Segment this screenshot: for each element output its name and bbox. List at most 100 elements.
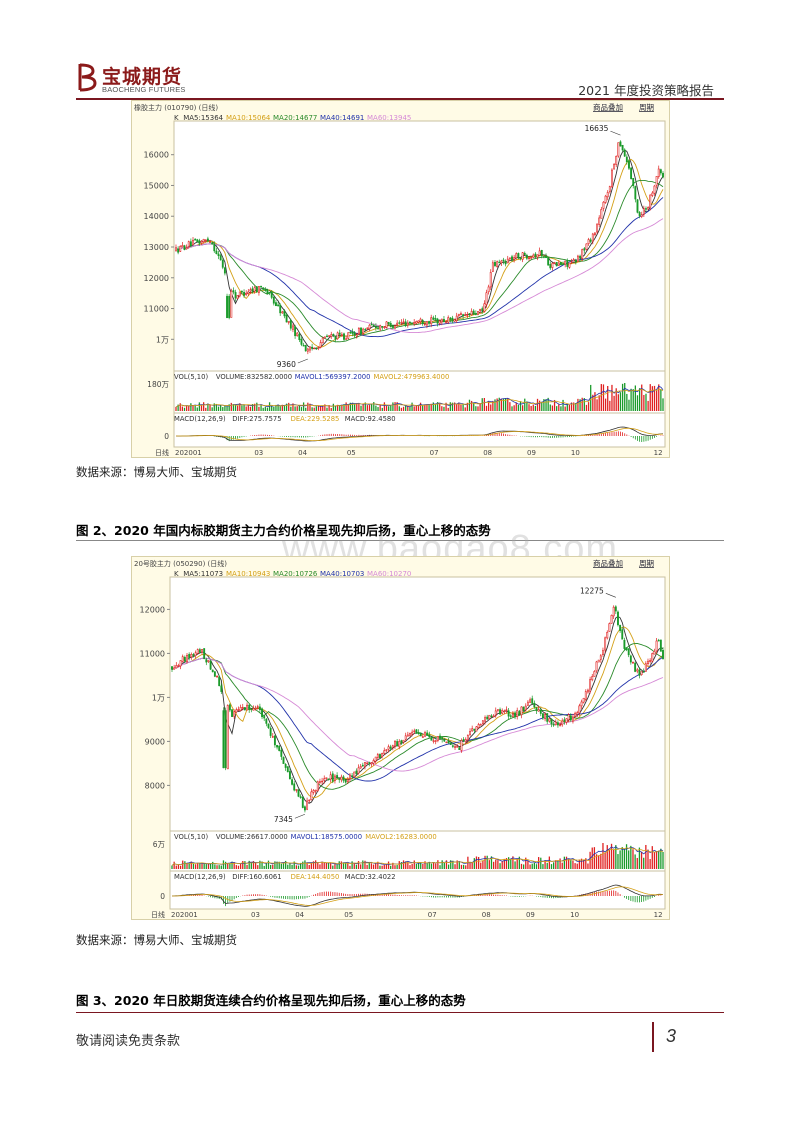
volume-bar	[441, 406, 443, 411]
x-tick-label: 09	[527, 449, 536, 457]
candle-body	[464, 739, 467, 743]
volume-bar	[185, 405, 188, 411]
candle-body	[441, 737, 444, 740]
candle-body	[207, 660, 210, 662]
x-tick-label: 07	[428, 911, 437, 919]
volume-bar	[302, 402, 305, 411]
volume-bar	[243, 404, 245, 411]
candle-body	[582, 697, 585, 703]
candle-body	[280, 749, 283, 757]
volume-bar	[334, 405, 337, 411]
candle-body	[340, 776, 343, 781]
logo-english-name: BAOCHENG FUTURES	[102, 85, 186, 94]
volume-legend-entry: MAVOL1:569397.2000	[295, 373, 371, 381]
candle-body	[520, 706, 523, 716]
volume-bar	[250, 863, 252, 869]
volume-bar	[473, 858, 475, 869]
ma-legend-entry: K	[174, 114, 179, 122]
volume-bar	[330, 863, 332, 869]
ma-legend-entry: MA10:10943	[226, 570, 270, 578]
volume-bar	[373, 402, 375, 411]
candle-body	[189, 241, 192, 247]
candle-body	[634, 662, 637, 672]
volume-bar	[232, 404, 235, 411]
volume-bar	[574, 863, 576, 869]
volume-bar	[377, 407, 379, 411]
candle-body	[396, 322, 399, 325]
volume-bar	[351, 861, 353, 869]
volume-bar	[428, 405, 430, 411]
volume-bar	[360, 864, 362, 869]
candle-body	[598, 217, 601, 225]
candle-body	[224, 710, 227, 769]
candle-body	[477, 311, 479, 315]
volume-bar	[462, 404, 464, 411]
volume-bar	[592, 394, 594, 411]
volume-bar	[334, 864, 336, 869]
price-annotation-leader	[297, 358, 308, 364]
volume-bar	[516, 858, 518, 869]
volume-bar	[509, 402, 511, 411]
volume-legend-entry: VOL(5,10)	[174, 373, 208, 381]
volume-bar	[430, 403, 432, 411]
candle-body	[336, 332, 339, 340]
candle-body	[534, 253, 537, 257]
candle-body	[238, 291, 241, 297]
candle-body	[228, 295, 231, 319]
candle-body	[659, 169, 662, 174]
candle-body	[296, 332, 299, 337]
candle-body	[171, 666, 173, 670]
candle-body	[659, 639, 662, 652]
candle-body	[177, 665, 180, 667]
volume-bar	[248, 860, 250, 869]
candle-body	[368, 762, 371, 764]
candle-body	[494, 261, 496, 266]
volume-bar	[398, 406, 400, 411]
volume-bar	[415, 863, 418, 869]
candle-body	[614, 606, 617, 612]
volume-bar	[375, 405, 377, 411]
volume-bar	[570, 402, 573, 411]
macd-legend-entry: DEA:144.4050	[291, 873, 340, 881]
volume-bar	[285, 403, 288, 411]
candle-body	[398, 741, 401, 748]
candle-body	[451, 745, 454, 747]
x-tick-label: 08	[483, 449, 492, 457]
candle-body	[379, 325, 382, 330]
candle-body	[651, 653, 654, 662]
candle-body	[331, 773, 334, 782]
candle-body	[209, 241, 211, 243]
volume-bar	[245, 406, 247, 411]
volume-bar	[304, 860, 306, 869]
candle-body	[183, 656, 186, 662]
candle-body	[432, 317, 435, 320]
volume-bar	[460, 404, 462, 411]
candle-body	[355, 334, 358, 337]
macd-legend-entry: MACD:32.4022	[345, 873, 396, 881]
toolbar-button: 周期	[639, 559, 654, 568]
candle-body	[423, 323, 426, 326]
volume-y-tick: 180万	[147, 380, 169, 389]
candle-body	[632, 661, 634, 664]
volume-bar	[249, 406, 252, 411]
volume-bar	[638, 388, 641, 411]
candle-body	[261, 708, 263, 718]
candle-body	[286, 766, 289, 773]
volume-bar	[553, 862, 555, 869]
y-tick-label: 15000	[144, 181, 169, 190]
candle-body	[602, 201, 605, 209]
ma60-line	[171, 657, 664, 772]
volume-bar	[287, 864, 289, 869]
candle-body	[470, 311, 473, 316]
volume-bar	[615, 845, 617, 869]
volume-bar	[281, 404, 283, 411]
volume-bar	[481, 398, 483, 411]
candle-body	[525, 254, 528, 259]
volume-bar	[422, 863, 424, 869]
volume-bar	[640, 851, 643, 869]
volume-bar	[353, 404, 356, 411]
candle-body	[554, 721, 557, 725]
candle-body	[552, 723, 555, 726]
candle-body	[230, 290, 233, 318]
volume-bar	[453, 402, 456, 411]
